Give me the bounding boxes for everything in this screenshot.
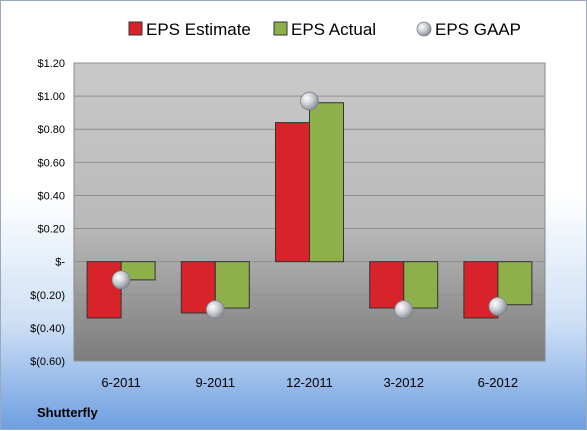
x-tick-label: 3-2012 bbox=[383, 375, 423, 390]
x-tick-label: 12-2011 bbox=[286, 375, 333, 390]
legend-item: EPS Actual bbox=[273, 20, 376, 39]
y-tick-label: $1.00 bbox=[37, 91, 65, 103]
plot-area: $1.20 $1.00 $0.80 $0.60 $0.40 $0.20 $- $(0.20) $… bbox=[30, 58, 546, 390]
y-tick-label: $(0.20) bbox=[30, 290, 65, 302]
legend-swatch bbox=[128, 21, 143, 36]
bar-eps-actual bbox=[497, 261, 533, 306]
legend-label: EPS Actual bbox=[291, 20, 376, 39]
bar-eps-estimate bbox=[86, 261, 122, 319]
y-tick-label: $- bbox=[55, 257, 65, 269]
x-tick-label: 9-2011 bbox=[196, 375, 236, 390]
legend-label: EPS GAAP bbox=[435, 20, 521, 39]
x-tick-label: 6-2012 bbox=[478, 375, 518, 390]
legend: EPS Estimate EPS Actual EPS GAAP bbox=[128, 20, 521, 39]
y-tick-label: $0.20 bbox=[37, 224, 65, 236]
bar-eps-actual bbox=[214, 261, 250, 309]
y-tick-label: $0.40 bbox=[37, 190, 65, 202]
bar-eps-estimate bbox=[369, 261, 405, 309]
y-tick-label: $0.80 bbox=[37, 124, 65, 136]
y-tick-label: $0.60 bbox=[37, 157, 65, 169]
y-tick-label: $(0.60) bbox=[30, 356, 65, 368]
y-tick-label: $1.20 bbox=[37, 58, 65, 70]
x-tick-label: 6-2011 bbox=[101, 375, 141, 390]
marker-eps-gaap bbox=[394, 300, 414, 320]
legend-label: EPS Estimate bbox=[146, 20, 251, 39]
bar-eps-actual bbox=[403, 261, 439, 309]
marker-eps-gaap bbox=[300, 91, 319, 111]
bar-eps-actual bbox=[309, 102, 344, 263]
legend-item: EPS Estimate bbox=[128, 20, 251, 39]
legend-item: EPS GAAP bbox=[416, 20, 521, 39]
legend-swatch bbox=[416, 21, 432, 37]
company-label: Shutterfly bbox=[37, 405, 98, 420]
y-tick-label: $(0.40) bbox=[30, 323, 65, 335]
marker-eps-gaap bbox=[488, 296, 508, 316]
legend-swatch bbox=[273, 21, 288, 36]
bar-eps-estimate bbox=[275, 122, 310, 263]
marker-eps-gaap bbox=[205, 300, 225, 320]
marker-eps-gaap bbox=[111, 270, 131, 290]
